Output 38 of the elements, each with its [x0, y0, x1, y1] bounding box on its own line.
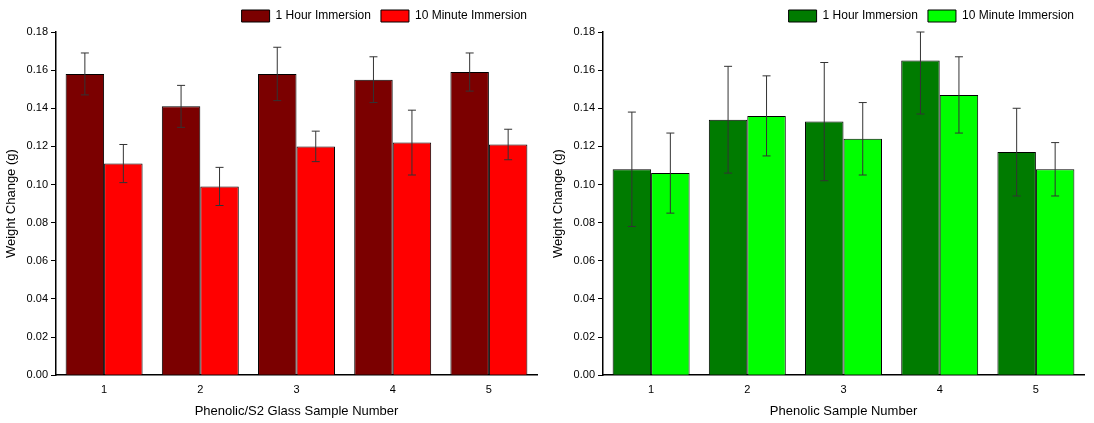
- x-axis-title: Phenolic Sample Number: [769, 402, 918, 418]
- legend-label: 1 Hour Immersion: [275, 8, 371, 23]
- x-tick-label: 2: [744, 382, 751, 395]
- y-tick-label: 0.04: [26, 291, 49, 304]
- y-tick-label: 0.08: [573, 215, 596, 228]
- x-tick-label: 5: [1032, 382, 1039, 395]
- y-tick-label: 0.14: [573, 101, 596, 114]
- y-tick-label: 0.06: [573, 253, 596, 266]
- y-tick-label: 0.10: [573, 177, 596, 190]
- y-axis-title: Weight Change (g): [550, 149, 566, 259]
- y-tick-label: 0.04: [573, 291, 596, 304]
- y-tick-label: 0.00: [26, 368, 49, 381]
- x-tick-label: 3: [840, 382, 847, 395]
- x-tick-label: 1: [101, 382, 108, 395]
- legend-label: 10 Minute Immersion: [414, 8, 527, 23]
- x-tick-label: 1: [648, 382, 655, 395]
- y-tick-label: 0.12: [26, 139, 49, 152]
- y-axis-title: Weight Change (g): [3, 149, 19, 259]
- x-tick-label: 4: [936, 382, 943, 395]
- x-tick-label: 5: [485, 382, 492, 395]
- y-tick-label: 0.18: [26, 25, 49, 38]
- y-tick-label: 0.06: [26, 253, 49, 266]
- y-tick-label: 0.08: [26, 215, 49, 228]
- y-tick-label: 0.02: [26, 330, 49, 343]
- x-tick-label: 2: [197, 382, 204, 395]
- legend-label: 1 Hour Immersion: [822, 8, 918, 23]
- y-tick-label: 0.02: [573, 330, 596, 343]
- x-tick-label: 4: [389, 382, 396, 395]
- y-tick-label: 0.18: [573, 25, 596, 38]
- y-tick-label: 0.12: [573, 139, 596, 152]
- y-tick-label: 0.10: [26, 177, 49, 190]
- y-tick-label: 0.00: [573, 368, 596, 381]
- x-axis-title: Phenolic/S2 Glass Sample Number: [194, 402, 400, 418]
- y-tick-label: 0.16: [26, 63, 49, 76]
- y-tick-label: 0.16: [573, 63, 596, 76]
- y-tick-label: 0.14: [26, 101, 49, 114]
- legend-label: 10 Minute Immersion: [961, 8, 1074, 23]
- x-tick-label: 3: [293, 382, 300, 395]
